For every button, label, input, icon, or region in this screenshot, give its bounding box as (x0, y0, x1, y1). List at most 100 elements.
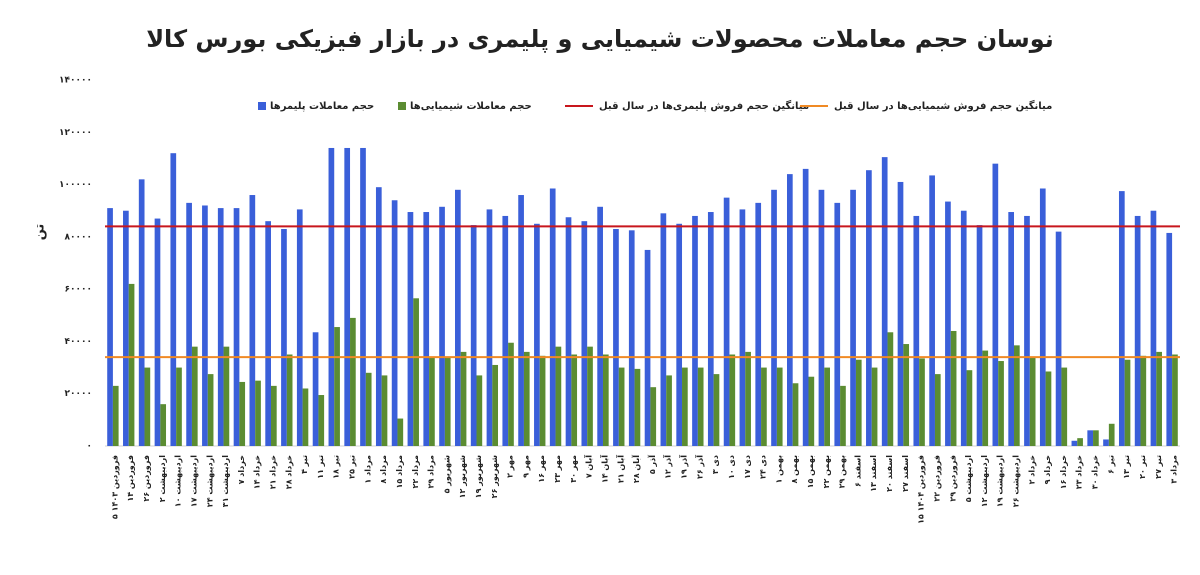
bar (966, 370, 973, 446)
x-tick-label: ۲۴ اردیبهشت (205, 455, 214, 507)
y-tick-label: ۲۰۰۰۰ (65, 389, 92, 399)
bar (1118, 191, 1125, 446)
bar (818, 189, 825, 447)
bar (866, 170, 872, 446)
bar (255, 380, 261, 446)
bar (191, 346, 198, 446)
x-tick-label: ۲ مهر (506, 455, 515, 478)
legend-label: میانگین حجم فروش شیمیایی‌ها در سال قبل (834, 99, 1052, 112)
chart-title: نوسان حجم معاملات محصولات شیمیایی و پلیم… (146, 25, 1054, 53)
x-tick-label: ۱۰ دی (727, 455, 736, 479)
bar (112, 385, 119, 446)
x-tick-label: ۱۴ خرداد (253, 455, 262, 489)
bar (934, 374, 941, 446)
x-tick-label: ۲۵ تیر (348, 455, 357, 479)
bar (1124, 359, 1131, 446)
x-tick-label: ۵ آذر (647, 455, 657, 474)
bar (792, 383, 799, 446)
bar (808, 376, 815, 446)
bar (1108, 423, 1115, 446)
bar (170, 153, 177, 446)
x-tick-label: ۲۹ مرداد (427, 455, 436, 488)
bar (1029, 357, 1036, 446)
x-tick-label: ۱۲ شهریور (458, 455, 467, 498)
bar (581, 221, 588, 446)
x-tick-label: ۱۶ خرداد (1059, 455, 1068, 489)
x-tick-label: ۵ شهریور (442, 455, 451, 494)
bar (707, 212, 714, 446)
x-tick-label: ۲۶ آذر (694, 455, 704, 479)
bar (365, 372, 372, 446)
bar (455, 189, 461, 447)
bar (239, 381, 246, 446)
bar (128, 283, 135, 446)
bar (692, 215, 698, 446)
x-tick-label: ۱۹ شهریور (474, 455, 483, 498)
x-tick-label: ۱۷ دی (743, 455, 752, 479)
bar (602, 354, 609, 446)
bar (312, 332, 319, 446)
bar (555, 346, 562, 446)
bar (397, 418, 404, 446)
bar (1087, 430, 1094, 446)
x-tick-label: ۳۱ اردیبهشت (221, 455, 230, 507)
bar (1156, 351, 1162, 446)
x-tick-label: ۲۱ آبان (615, 455, 625, 483)
x-tick-label: ۲۰ اسفند (885, 455, 894, 492)
bar (565, 217, 572, 446)
x-tick-label: ۲۷ تیر (1154, 455, 1163, 479)
legend-swatch (258, 102, 266, 110)
bar (1008, 212, 1015, 446)
bar (903, 344, 910, 446)
bar (1055, 231, 1062, 446)
bar (407, 212, 414, 446)
bar (960, 210, 967, 446)
x-tick-label: ۱۹ آذر (679, 455, 689, 479)
bar (1166, 232, 1173, 446)
legend-swatch (398, 102, 406, 110)
x-tick-label: ۲۲ مرداد (411, 455, 420, 488)
bar (723, 197, 730, 446)
x-tick-label: ۱۷ اردیبهشت (189, 455, 198, 507)
x-tick-label: ۱۳ تیر (1122, 455, 1131, 479)
bar (982, 350, 989, 446)
bar (186, 202, 192, 446)
bar (233, 208, 240, 446)
x-tick-label: ۱۵ فروردین ۱۴۰۴ (917, 455, 926, 524)
x-tick-label: ۲۸ خرداد (284, 455, 293, 489)
x-tick-label: ۳ دی (711, 455, 720, 474)
x-tick-label: ۳۰ مهر (569, 455, 578, 483)
x-tick-label: ۸ بهمن (790, 455, 799, 484)
bar (945, 201, 951, 446)
bar (534, 223, 540, 446)
x-tick-label: ۱۶ مهر (537, 455, 546, 483)
bar (786, 174, 793, 446)
bar (549, 188, 556, 446)
x-tick-label: ۵ فروردین ۱۴۰۳ (110, 455, 119, 519)
bar (328, 147, 335, 446)
bar (318, 395, 325, 446)
bar (281, 229, 287, 446)
bar (413, 298, 419, 446)
bar (887, 332, 894, 446)
bar (270, 385, 277, 446)
x-tick-label: ۲۶ اردیبهشت (1012, 455, 1021, 507)
bar (360, 147, 366, 446)
x-tick-label: ۱ مرداد (363, 455, 372, 484)
bar (508, 342, 514, 446)
bar (897, 181, 904, 446)
bar (470, 225, 477, 446)
bar (587, 346, 593, 446)
x-tick-label: ۱۲ آذر (663, 455, 673, 479)
x-tick-label: ۶ تیر (1106, 455, 1115, 474)
bar (144, 367, 151, 446)
bar (929, 175, 935, 446)
bar (429, 357, 435, 446)
bar (571, 354, 578, 446)
legend-label: حجم معاملات پلیمرها (270, 101, 374, 112)
bar (992, 163, 999, 446)
bar (492, 364, 499, 446)
bar (176, 367, 182, 446)
x-tick-label: ۳ مرداد (1170, 455, 1179, 484)
bar (855, 359, 862, 446)
